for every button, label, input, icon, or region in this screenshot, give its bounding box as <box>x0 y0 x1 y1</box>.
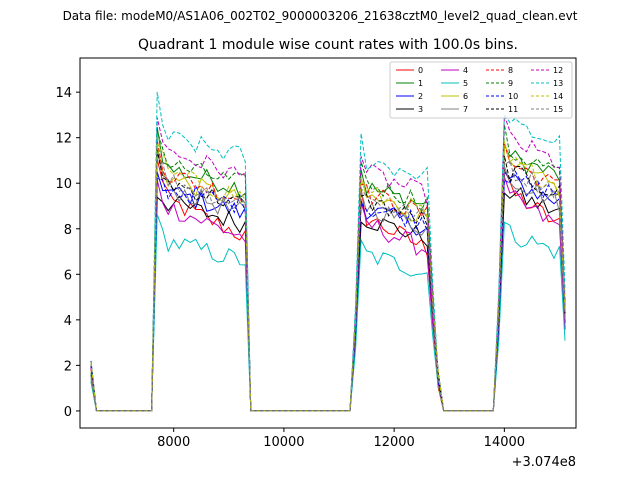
y-axis-ticks: 0 2 4 6 8 10 12 14 <box>55 86 80 420</box>
x-tick-label: 8000 <box>157 435 190 450</box>
series-line-14 <box>90 141 566 412</box>
legend-label-1: 1 <box>418 79 423 88</box>
x-tick-label: 14000 <box>484 435 525 450</box>
y-tick-label: 2 <box>64 359 72 374</box>
legend-label-10: 10 <box>508 92 518 101</box>
y-tick-label: 6 <box>64 268 72 283</box>
chart-suptitle: Data file: modeM0/AS1A06_002T02_90000032… <box>63 9 578 23</box>
legend-label-8: 8 <box>508 66 513 75</box>
legend-label-14: 14 <box>553 92 563 101</box>
series-layer <box>90 91 566 412</box>
series-line-5 <box>90 214 566 412</box>
legend-label-11: 11 <box>508 105 518 114</box>
legend-label-13: 13 <box>553 79 563 88</box>
series-line-0 <box>90 159 566 412</box>
x-tick-label: 12000 <box>373 435 414 450</box>
legend-label-7: 7 <box>463 105 468 114</box>
plot-frame <box>79 57 577 429</box>
legend-label-0: 0 <box>418 66 423 75</box>
legend-label-6: 6 <box>463 92 468 101</box>
y-tick-label: 8 <box>64 223 72 238</box>
legend-label-12: 12 <box>553 66 563 75</box>
legend-label-9: 9 <box>508 79 513 88</box>
series-line-15 <box>90 155 566 412</box>
series-line-6 <box>90 143 566 412</box>
y-tick-label: 10 <box>55 177 72 192</box>
legend-label-5: 5 <box>463 79 468 88</box>
series-line-4 <box>90 176 566 412</box>
x-axis-ticks: 8000 10000 12000 14000 <box>157 428 525 450</box>
x-axis-offset-label: +3.074e8 <box>512 455 576 470</box>
legend-label-2: 2 <box>418 92 423 101</box>
x-tick-label: 10000 <box>263 435 304 450</box>
y-tick-label: 14 <box>55 86 72 101</box>
series-line-2 <box>90 170 566 412</box>
y-tick-label: 12 <box>55 132 72 147</box>
legend-label-3: 3 <box>418 105 423 114</box>
y-tick-label: 0 <box>64 405 72 420</box>
legend-label-4: 4 <box>463 66 468 75</box>
series-line-3 <box>90 186 566 412</box>
series-line-10 <box>90 170 566 412</box>
legend-box <box>389 61 573 119</box>
y-tick-label: 4 <box>64 314 72 329</box>
chart-title: Quadrant 1 module wise count rates with … <box>138 37 518 53</box>
legend-label-15: 15 <box>553 105 563 114</box>
